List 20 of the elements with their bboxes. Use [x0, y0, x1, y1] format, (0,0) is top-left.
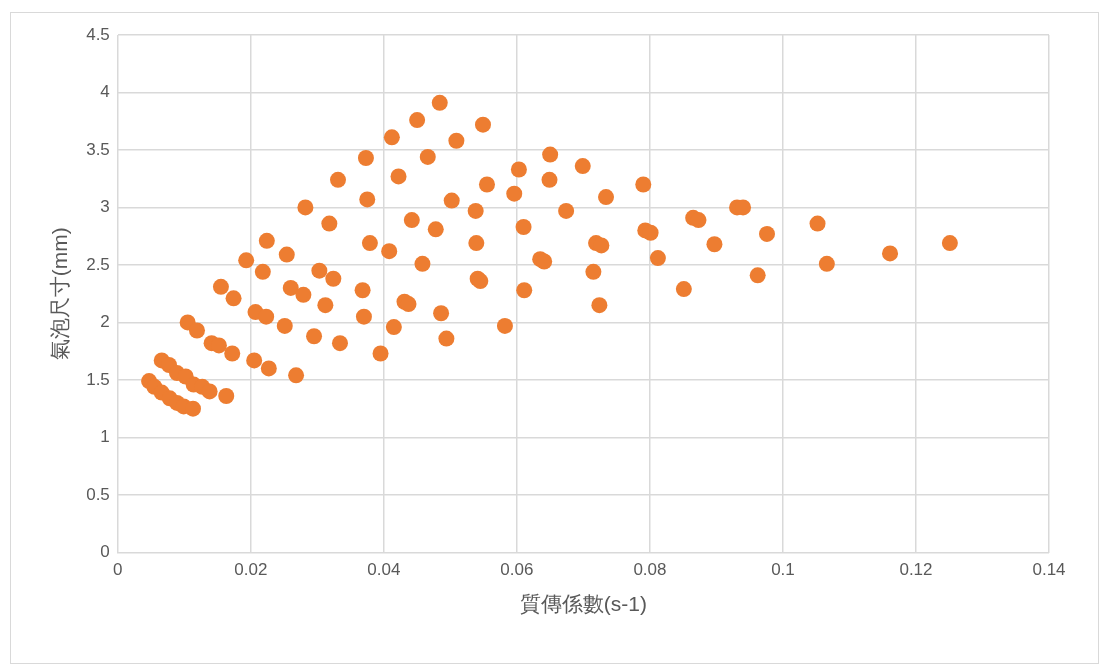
x-tick-label: 0.12 [899, 560, 933, 580]
y-tick-label: 2.5 [86, 254, 110, 274]
y-axis-title: 氣泡尺寸(mm) [48, 227, 72, 361]
y-tick-label: 4 [100, 82, 110, 102]
x-tick-label: 0.14 [1032, 560, 1066, 580]
x-tick-label: 0.02 [234, 560, 268, 580]
y-tick-label: 2 [100, 312, 110, 332]
x-axis-title: 質傳係數(s-1) [519, 592, 647, 616]
y-tick-label: 4.5 [86, 24, 110, 44]
y-tick-label: 3.5 [86, 139, 110, 159]
x-tick-label: 0.04 [367, 560, 401, 580]
y-tick-label: 0.5 [86, 484, 110, 504]
x-tick-label: 0.06 [500, 560, 534, 580]
y-tick-label: 0 [100, 542, 110, 562]
y-tick-label: 1 [100, 427, 110, 447]
y-tick-label: 1.5 [86, 369, 110, 389]
y-tick-label: 3 [100, 197, 110, 217]
x-tick-label: 0.1 [771, 560, 795, 580]
x-tick-label: 0.08 [633, 560, 667, 580]
x-tick-label: 0 [113, 560, 123, 580]
